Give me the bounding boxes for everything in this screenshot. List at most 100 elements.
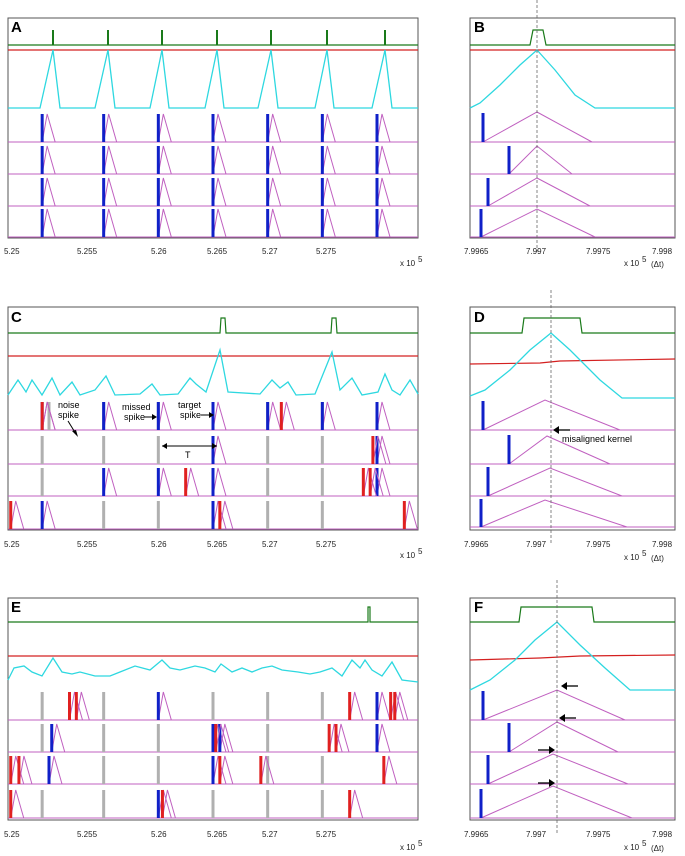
kernel bbox=[41, 401, 56, 431]
output-trace bbox=[470, 29, 675, 46]
kernel bbox=[508, 435, 611, 465]
missed-spike-label-line1: missed bbox=[122, 402, 151, 412]
x-tick-label: 5.27 bbox=[262, 830, 278, 839]
kernel bbox=[394, 691, 409, 721]
kernel bbox=[185, 467, 200, 497]
kernel bbox=[349, 691, 364, 721]
x-multiplier: x 10 bbox=[400, 259, 416, 268]
kernel bbox=[212, 467, 227, 497]
kernels bbox=[470, 689, 675, 819]
kernel bbox=[482, 111, 593, 143]
output-trace bbox=[8, 606, 418, 623]
panel-a: A 5.25 5.255 5.26 5.265 5.27 5.275 bbox=[4, 17, 423, 268]
x-tick-label: 5.26 bbox=[151, 540, 167, 549]
x-tick-label: 7.9965 bbox=[464, 540, 489, 549]
kernel bbox=[103, 208, 118, 238]
kernel bbox=[349, 789, 364, 819]
x-tick-label: 7.997 bbox=[526, 540, 547, 549]
target-spike-label-line1: target bbox=[178, 400, 202, 410]
x-unit: (Δt) bbox=[651, 554, 664, 563]
kernel bbox=[212, 435, 227, 465]
kernel bbox=[48, 755, 63, 785]
threshold-line bbox=[469, 358, 676, 365]
kernel bbox=[260, 755, 275, 785]
kernel bbox=[41, 177, 56, 207]
panel-c-frame bbox=[7, 306, 419, 531]
x-tick-label: 5.275 bbox=[316, 540, 337, 549]
kernel bbox=[10, 500, 25, 530]
kernel bbox=[41, 113, 56, 143]
kernel bbox=[161, 789, 176, 819]
kernel bbox=[376, 435, 391, 465]
x-multiplier: x 10 bbox=[624, 259, 640, 268]
x-tick-label: 7.9965 bbox=[464, 830, 489, 839]
kernel bbox=[480, 208, 596, 238]
shift-arrows bbox=[538, 682, 578, 787]
kernel bbox=[321, 113, 336, 143]
x-exponent: 5 bbox=[642, 839, 647, 848]
kernel bbox=[267, 208, 282, 238]
x-tick-label: 5.26 bbox=[151, 830, 167, 839]
input-spikes bbox=[479, 401, 511, 527]
input-spike-rows bbox=[40, 113, 391, 238]
x-tick-label: 5.25 bbox=[4, 830, 20, 839]
kernel bbox=[508, 145, 573, 175]
kernel bbox=[69, 691, 83, 721]
panel-b-frame bbox=[469, 17, 676, 239]
arrow-head bbox=[549, 779, 555, 787]
arrow-head bbox=[559, 714, 565, 722]
arrow-head bbox=[553, 426, 559, 434]
kernel bbox=[157, 208, 172, 238]
kernel bbox=[383, 755, 398, 785]
kernel bbox=[376, 401, 391, 431]
kernel bbox=[376, 467, 391, 497]
panel-d: D misaligned kernel 7.9965 7.997 7.9975 bbox=[464, 306, 676, 563]
kernel bbox=[321, 177, 336, 207]
kernel bbox=[219, 723, 234, 753]
kernel bbox=[212, 145, 227, 175]
kernel bbox=[103, 113, 118, 143]
misaligned-kernel-label: misaligned kernel bbox=[562, 434, 632, 444]
x-multiplier: x 10 bbox=[400, 843, 416, 852]
input-spike-rows bbox=[9, 691, 409, 819]
membrane-potential bbox=[469, 332, 675, 399]
kernel bbox=[487, 177, 591, 207]
kernel bbox=[328, 723, 343, 753]
panel-f-frame bbox=[469, 597, 676, 821]
kernel bbox=[480, 499, 628, 528]
kernel bbox=[403, 500, 418, 530]
kernel bbox=[482, 399, 621, 431]
kernel bbox=[18, 755, 33, 785]
kernel bbox=[103, 467, 118, 497]
arrow-head bbox=[209, 412, 214, 418]
x-tick-label: 7.9965 bbox=[464, 247, 489, 256]
kernel bbox=[321, 401, 336, 431]
x-axis: 7.9965 7.997 7.9975 7.998 x 10 5 (Δt) bbox=[464, 830, 673, 853]
kernel bbox=[219, 500, 234, 530]
kernel bbox=[212, 500, 227, 530]
x-axis: 7.9965 7.997 7.9975 7.998 x 10 5 (Δt) bbox=[464, 540, 673, 563]
kernel bbox=[212, 755, 227, 785]
kernel bbox=[219, 755, 234, 785]
noise-spike-label-line1: noise bbox=[58, 400, 80, 410]
kernel bbox=[376, 113, 391, 143]
kernel bbox=[157, 177, 172, 207]
arrow-head bbox=[212, 443, 217, 449]
noise-spike-label-line2: spike bbox=[58, 410, 79, 420]
x-tick-label: 5.275 bbox=[316, 830, 337, 839]
panel-b-label: B bbox=[474, 19, 485, 36]
x-tick-label: 7.9975 bbox=[586, 247, 611, 256]
x-multiplier: x 10 bbox=[624, 843, 640, 852]
kernel bbox=[103, 145, 118, 175]
x-exponent: 5 bbox=[418, 547, 423, 556]
x-axis: 5.25 5.255 5.26 5.265 5.27 5.275 x 10 5 bbox=[4, 830, 423, 852]
panel-d-frame bbox=[469, 306, 676, 531]
input-spike-rows bbox=[9, 401, 418, 530]
output-trace bbox=[470, 606, 675, 623]
arrow-head bbox=[549, 746, 555, 754]
kernel bbox=[41, 208, 56, 238]
kernel bbox=[376, 208, 391, 238]
x-exponent: 5 bbox=[642, 255, 647, 264]
kernel bbox=[212, 401, 227, 431]
